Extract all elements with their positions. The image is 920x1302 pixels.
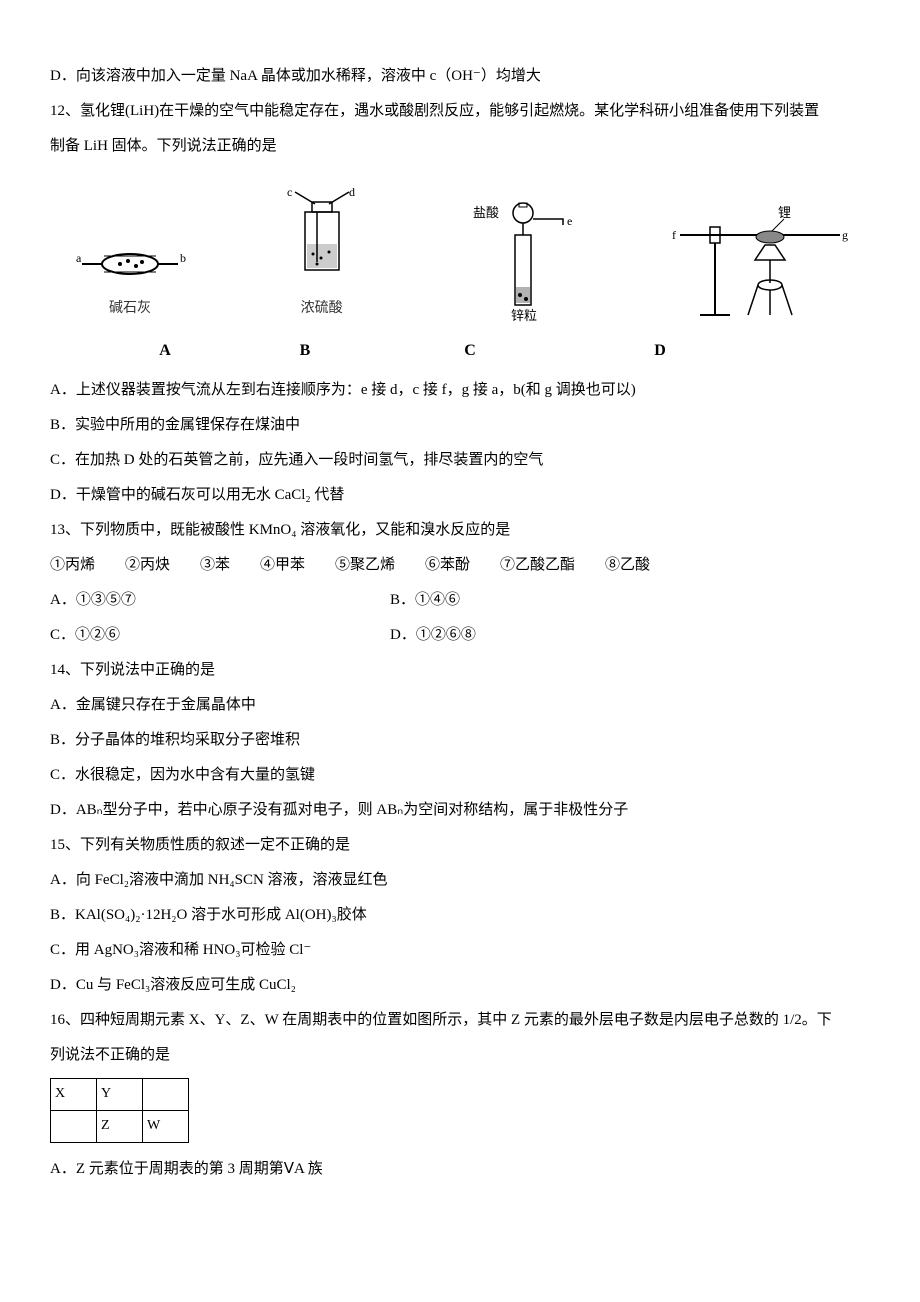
svg-text:e: e bbox=[567, 214, 572, 228]
svg-text:盐酸: 盐酸 bbox=[473, 205, 499, 220]
heating-apparatus-icon: 锂 f g bbox=[670, 205, 850, 325]
drying-tube-icon: a b bbox=[70, 234, 190, 294]
svg-text:a: a bbox=[76, 251, 82, 265]
q12-option-d: D．干燥管中的碱石灰可以用无水 CaCl₂ 代替 bbox=[50, 479, 870, 512]
q12-diagrams: a b 碱石灰 c d bbox=[50, 165, 870, 325]
cell-y: Y bbox=[97, 1079, 143, 1111]
q16-stem-line1: 16、四种短周期元素 X、Y、Z、W 在周期表中的位置如图所示，其中 Z 元素的… bbox=[50, 1004, 870, 1037]
svg-text:锌粒: 锌粒 bbox=[511, 308, 537, 323]
q13-items: ①丙烯 ②丙炔 ③苯 ④甲苯 ⑤聚乙烯 ⑥苯酚 ⑦乙酸乙酯 ⑧乙酸 bbox=[50, 549, 870, 582]
q14-option-a: A．金属键只存在于金属晶体中 bbox=[50, 689, 870, 722]
q14-option-b: B．分子晶体的堆积均采取分子密堆积 bbox=[50, 724, 870, 757]
svg-text:c: c bbox=[287, 185, 292, 199]
cell-empty-1 bbox=[143, 1079, 189, 1111]
svg-text:g: g bbox=[842, 228, 848, 242]
q16-option-a: A．Z 元素位于周期表的第 3 周期第ⅤA 族 bbox=[50, 1153, 870, 1186]
q12-option-b: B．实验中所用的金属锂保存在煤油中 bbox=[50, 409, 870, 442]
q12-stem-line2: 制备 LiH 固体。下列说法正确的是 bbox=[50, 130, 870, 163]
q13-option-b: B．①④⑥ bbox=[390, 584, 870, 617]
q13-option-d: D．①②⑥⑧ bbox=[390, 619, 870, 652]
diagram-a: a b 碱石灰 bbox=[70, 234, 190, 325]
q12-stem-line1: 12、氢化锂(LiH)在干燥的空气中能稳定存在，遇水或酸剧烈反应，能够引起燃烧。… bbox=[50, 95, 870, 128]
cell-x: X bbox=[51, 1079, 97, 1111]
q15-option-c: C．用 AgNO₃溶液和稀 HNO₃可检验 Cl⁻ bbox=[50, 934, 870, 967]
diagram-d: 锂 f g bbox=[670, 205, 850, 325]
svg-text:d: d bbox=[349, 185, 355, 199]
diagram-b: c d 浓硫酸 bbox=[267, 184, 377, 325]
cell-z: Z bbox=[97, 1110, 143, 1142]
q14-stem: 14、下列说法中正确的是 bbox=[50, 654, 870, 687]
q15-option-b: B．KAl(SO₄)₂·12H₂O 溶于水可形成 Al(OH)₃胶体 bbox=[50, 899, 870, 932]
svg-text:b: b bbox=[180, 251, 186, 265]
gas-washing-bottle-icon: c d bbox=[267, 184, 377, 294]
q12-option-a: A．上述仪器装置按气流从左到右连接顺序为：e 接 d，c 接 f，g 接 a，b… bbox=[50, 374, 870, 407]
q15-option-d: D．Cu 与 FeCl₃溶液反应可生成 CuCl₂ bbox=[50, 969, 870, 1002]
diagram-a-label-text: 碱石灰 bbox=[109, 294, 151, 325]
kipp-generator-icon: 盐酸 e 锌粒 bbox=[453, 195, 593, 325]
svg-text:f: f bbox=[672, 228, 676, 242]
q15-option-a: A．向 FeCl₂溶液中滴加 NH₄SCN 溶液，溶液显红色 bbox=[50, 864, 870, 897]
diagram-b-label-text: 浓硫酸 bbox=[301, 294, 343, 325]
diagram-a-caption: A bbox=[100, 333, 230, 368]
q16-stem-line2: 列说法不正确的是 bbox=[50, 1039, 870, 1072]
q12-option-c: C．在加热 D 处的石英管之前，应先通入一段时间氢气，排尽装置内的空气 bbox=[50, 444, 870, 477]
diagram-c: 盐酸 e 锌粒 bbox=[453, 195, 593, 325]
svg-text:锂: 锂 bbox=[778, 205, 791, 220]
q14-option-d: D．ABₙ型分子中，若中心原子没有孤对电子，则 ABₙ为空间对称结构，属于非极性… bbox=[50, 794, 870, 827]
q13-option-a: A．①③⑤⑦ bbox=[50, 584, 390, 617]
cell-w: W bbox=[143, 1110, 189, 1142]
cell-empty-2 bbox=[51, 1110, 97, 1142]
periodic-table-fragment: X Y Z W bbox=[50, 1078, 189, 1143]
q15-stem: 15、下列有关物质性质的叙述一定不正确的是 bbox=[50, 829, 870, 862]
q14-option-c: C．水很稳定，因为水中含有大量的氢键 bbox=[50, 759, 870, 792]
diagram-c-caption: C bbox=[380, 333, 560, 368]
q13-option-c: C．①②⑥ bbox=[50, 619, 390, 652]
q13-stem: 13、下列物质中，既能被酸性 KMnO₄ 溶液氧化，又能和溴水反应的是 bbox=[50, 514, 870, 547]
diagram-b-caption: B bbox=[230, 333, 380, 368]
q11-option-d: D．向该溶液中加入一定量 NaA 晶体或加水稀释，溶液中 c（OH⁻）均增大 bbox=[50, 60, 870, 93]
diagram-d-caption: D bbox=[560, 333, 760, 368]
